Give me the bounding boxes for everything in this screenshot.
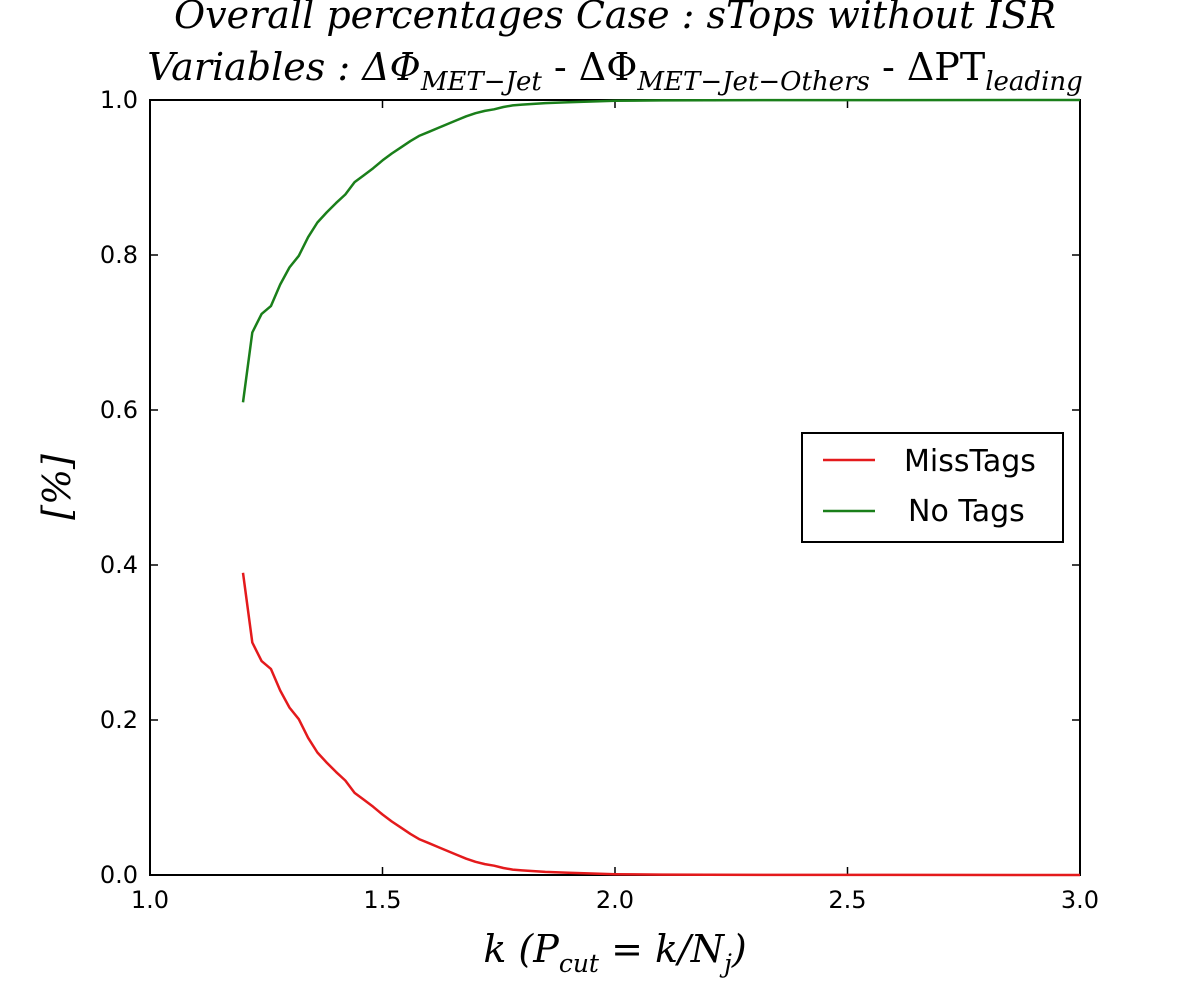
x-label-sub1: cut <box>559 949 600 978</box>
x-tick-label: 2.0 <box>596 886 634 914</box>
x-label-end: ) <box>731 927 747 971</box>
legend-label-notags: No Tags <box>908 494 1025 529</box>
y-tick-label: 1.0 <box>100 86 138 114</box>
legend-box <box>801 432 1064 543</box>
title-line2-mid2: - ΔPT <box>870 45 985 89</box>
x-label-mid: = k/N <box>599 927 726 971</box>
x-tick-label: 2.5 <box>828 886 866 914</box>
y-tick-label: 0.2 <box>100 706 138 734</box>
y-tick-label: 0.8 <box>100 241 138 269</box>
axis-ticks <box>149 99 1081 876</box>
y-axis-label: [%] <box>35 454 79 520</box>
title-line2-sub2: MET−Jet−Others <box>636 67 869 97</box>
series-lines <box>241 98 1081 877</box>
axis-tick-labels: 1.0 1.5 2.0 2.5 3.0 0.0 0.2 0.4 0.6 0.8 1.0 <box>100 86 1099 914</box>
chart-title-line2: Variables : ΔΦMET−Jet - ΔΦMET−Jet−Others… <box>147 45 1083 97</box>
title-line2-prefix: Variables : ΔΦ <box>147 45 421 89</box>
series-line-no-tags <box>241 98 1081 403</box>
y-tick-label: 0.0 <box>100 861 138 889</box>
y-tick-label: 0.4 <box>100 551 138 579</box>
x-tick-label: 3.0 <box>1061 886 1099 914</box>
x-label-main: k (P <box>483 927 560 971</box>
chart-title-line1: Overall percentages Case : sTops without… <box>174 0 1056 37</box>
x-tick-label: 1.0 <box>131 886 169 914</box>
series-line-misstags <box>241 572 1081 877</box>
y-tick-label: 0.6 <box>100 396 138 424</box>
legend: MissTags No Tags <box>801 432 1064 543</box>
title-line2-sub3: leading <box>985 67 1083 97</box>
title-line2-sub1: MET−Jet <box>420 67 543 97</box>
legend-label-misstags: MissTags <box>904 444 1036 479</box>
x-axis-label: k (Pcut = k/Nj) <box>483 927 746 978</box>
x-tick-label: 1.5 <box>363 886 401 914</box>
title-line2-mid1: - ΔΦ <box>542 45 638 89</box>
